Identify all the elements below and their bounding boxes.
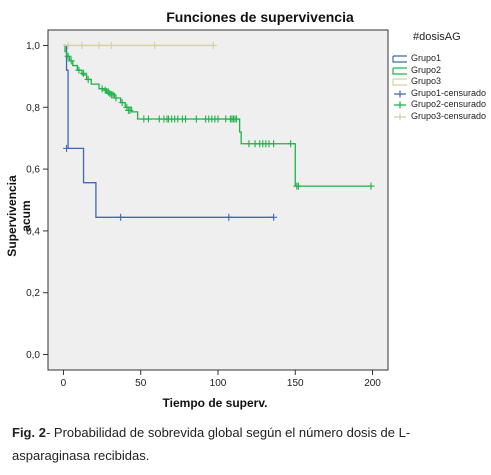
legend-line-swatch bbox=[392, 66, 407, 75]
chart-title: Funciones de supervivencia bbox=[166, 9, 354, 25]
censor-mark-grupo2 bbox=[367, 182, 375, 190]
x-tick-label: 150 bbox=[287, 378, 304, 389]
censor-mark-grupo2 bbox=[118, 99, 126, 107]
censor-mark-grupo2 bbox=[182, 115, 190, 123]
censor-mark-grupo2 bbox=[294, 182, 302, 190]
series-grupo2 bbox=[63, 44, 375, 190]
censor-mark-grupo1 bbox=[225, 213, 233, 221]
censor-mark-grupo2 bbox=[144, 115, 152, 123]
censor-mark-grupo2 bbox=[64, 52, 72, 60]
censor-mark-grupo2 bbox=[80, 69, 88, 77]
y-tick-label: 0,2 bbox=[26, 288, 40, 299]
series-layer bbox=[63, 41, 375, 221]
censor-mark-grupo1 bbox=[63, 144, 71, 152]
y-tick-label: 0,4 bbox=[26, 226, 40, 237]
legend-label: Grupo3 bbox=[411, 76, 442, 87]
censor-mark-grupo2 bbox=[75, 66, 83, 74]
censor-mark-grupo2 bbox=[101, 86, 109, 94]
legend-censor-swatch bbox=[394, 90, 406, 98]
axes: 0,0 0,2 0,4 0,6 0,8 1,0 0 50 100 150 200 bbox=[26, 41, 381, 389]
x-tick-label: 0 bbox=[61, 378, 67, 389]
legend-label: Grupo3-censurado bbox=[411, 111, 487, 121]
caption-label: Fig. 2 bbox=[12, 425, 46, 440]
y-tick-label: 0,8 bbox=[26, 103, 40, 114]
survival-line-grupo1 bbox=[63, 44, 274, 218]
censor-mark-grupo3 bbox=[151, 41, 159, 49]
censor-mark-grupo3 bbox=[107, 41, 115, 49]
censor-mark-grupo2 bbox=[245, 140, 253, 148]
legend-label: Grupo2-censurado bbox=[411, 99, 487, 110]
censor-mark-grupo3 bbox=[209, 41, 217, 49]
legend-censor-swatch bbox=[394, 113, 406, 121]
chart-svg: 0,0 0,2 0,4 0,6 0,8 1,0 0 50 100 150 200 bbox=[26, 29, 389, 389]
series-grupo3 bbox=[63, 41, 217, 49]
x-tick-label: 100 bbox=[210, 378, 227, 389]
legend-line-swatch bbox=[392, 78, 407, 86]
censor-mark-grupo2 bbox=[84, 75, 92, 83]
survival-chart-figure: Funciones de supervivencia 0,0 0,2 0,4 0,6 0… bbox=[5, 9, 487, 410]
x-tick-label: 50 bbox=[135, 378, 147, 389]
legend-line-swatch bbox=[392, 55, 407, 63]
censor-mark-grupo3 bbox=[64, 41, 72, 49]
censor-mark-grupo1 bbox=[270, 213, 278, 221]
y-axis-label: Supervivencia acum bbox=[5, 175, 33, 257]
censor-mark-grupo2 bbox=[287, 140, 295, 148]
censor-mark-grupo2 bbox=[109, 91, 117, 99]
censor-mark-grupo2 bbox=[98, 85, 106, 93]
censor-mark-grupo2 bbox=[112, 94, 120, 102]
censor-mark-grupo2 bbox=[214, 115, 222, 123]
censor-mark-grupo2 bbox=[106, 89, 114, 97]
x-axis-label: Tiempo de superv. bbox=[162, 396, 268, 410]
censor-mark-grupo3 bbox=[95, 41, 103, 49]
legend-label: Grupo1-censurado bbox=[411, 87, 487, 98]
legend-label: Grupo2 bbox=[411, 64, 442, 75]
censor-mark-grupo2 bbox=[233, 115, 241, 123]
caption-text: - Probabilidad de sobrevida global según… bbox=[12, 425, 411, 463]
censor-mark-grupo2 bbox=[126, 106, 134, 114]
figure-caption: Fig. 2- Probabilidad de sobrevida global… bbox=[12, 421, 482, 467]
x-tick-label: 200 bbox=[364, 378, 381, 389]
y-tick-label: 1,0 bbox=[26, 41, 40, 52]
legend-censor-swatch bbox=[394, 101, 406, 109]
legend-label: Grupo1 bbox=[411, 53, 442, 63]
y-tick-label: 0,6 bbox=[26, 165, 40, 176]
censor-mark-grupo3 bbox=[78, 41, 86, 49]
censor-mark-grupo2 bbox=[104, 88, 112, 96]
censor-mark-grupo2 bbox=[192, 115, 200, 123]
y-tick-label: 0,0 bbox=[26, 350, 40, 361]
plot-area bbox=[47, 29, 389, 371]
censor-mark-grupo2 bbox=[270, 140, 278, 148]
censor-mark-grupo2 bbox=[67, 57, 75, 65]
legend-title: #dosisAG bbox=[413, 31, 461, 43]
censor-mark-grupo2 bbox=[123, 103, 131, 111]
censor-mark-grupo1 bbox=[117, 213, 125, 221]
series-grupo1 bbox=[63, 44, 278, 221]
